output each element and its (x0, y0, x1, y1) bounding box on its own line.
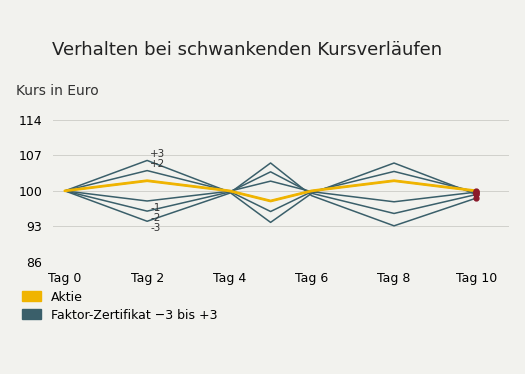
Text: -2: -2 (151, 213, 161, 223)
Text: -1: -1 (151, 202, 161, 212)
Text: +2: +2 (151, 159, 166, 169)
Text: Kurs in Euro: Kurs in Euro (16, 84, 99, 98)
Text: Verhalten bei schwankenden Kursverläufen: Verhalten bei schwankenden Kursverläufen (52, 41, 443, 59)
Legend: Aktie, Faktor-Zertifikat −3 bis +3: Aktie, Faktor-Zertifikat −3 bis +3 (22, 291, 217, 322)
Text: -3: -3 (151, 223, 161, 233)
Text: +3: +3 (151, 149, 166, 159)
